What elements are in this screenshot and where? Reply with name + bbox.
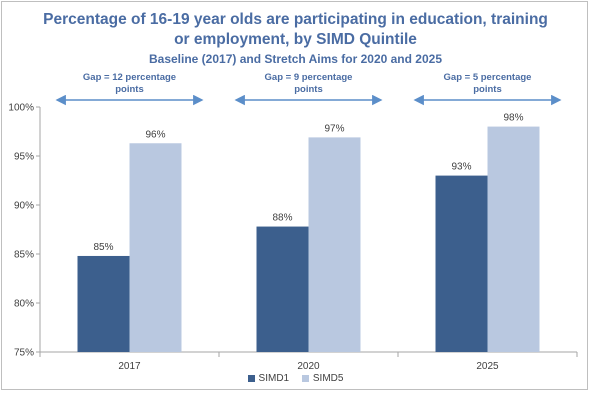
bar-simd5-2025 — [487, 126, 540, 352]
legend-label-simd1: SIMD1 — [258, 373, 290, 384]
legend-swatch-simd5 — [301, 375, 309, 382]
legend-item-simd5: SIMD5 — [301, 373, 344, 384]
chart-title-line-1: Percentage of 16-19 year olds are partic… — [43, 11, 548, 28]
x-tick-label: 2025 — [476, 361, 499, 372]
gap-annotation-2017-line-2: points — [115, 84, 144, 95]
gap-annotation-2025-line-1: Gap = 5 percentage — [444, 72, 532, 83]
x-tick-label: 2020 — [297, 361, 320, 372]
legend-item-simd1: SIMD1 — [247, 373, 290, 384]
gap-annotation-2025-line-2: points — [473, 84, 502, 95]
y-tick-label: 100% — [8, 103, 34, 114]
y-tick-label: 90% — [14, 201, 34, 212]
gap-annotation-2017-line-1: Gap = 12 percentage — [83, 72, 176, 83]
bar-simd5-2020 — [308, 137, 361, 352]
data-label-simd5-2025: 98% — [503, 113, 523, 124]
y-tick-label: 95% — [14, 152, 34, 163]
data-label-simd5-2017: 96% — [145, 129, 165, 140]
chart-subtitle: Baseline (2017) and Stretch Aims for 202… — [148, 52, 442, 66]
data-label-simd1-2020: 88% — [272, 213, 292, 224]
data-label-simd1-2025: 93% — [451, 162, 471, 173]
x-tick-label: 2017 — [118, 361, 141, 372]
chart-title: Percentage of 16-19 year olds are partic… — [0, 10, 591, 50]
data-label-simd5-2020: 97% — [324, 123, 344, 134]
data-label-simd1-2017: 85% — [93, 242, 113, 253]
gap-annotation-2020-line-2: points — [294, 84, 323, 95]
y-tick-label: 75% — [14, 348, 34, 359]
bar-simd1-2020 — [256, 226, 309, 352]
bar-simd1-2017 — [77, 255, 130, 352]
bar-simd1-2025 — [435, 175, 488, 352]
y-tick-label: 85% — [14, 250, 34, 261]
bar-simd5-2017 — [129, 143, 182, 352]
legend-label-simd5: SIMD5 — [312, 373, 344, 384]
chart-title-line-2: or employment, by SIMD Quintile — [174, 31, 417, 48]
y-tick-label: 80% — [14, 299, 34, 310]
legend: SIMD1 SIMD5 — [0, 373, 591, 385]
legend-swatch-simd1 — [247, 375, 255, 382]
gap-annotation-2020-line-1: Gap = 9 percentage — [265, 72, 353, 83]
